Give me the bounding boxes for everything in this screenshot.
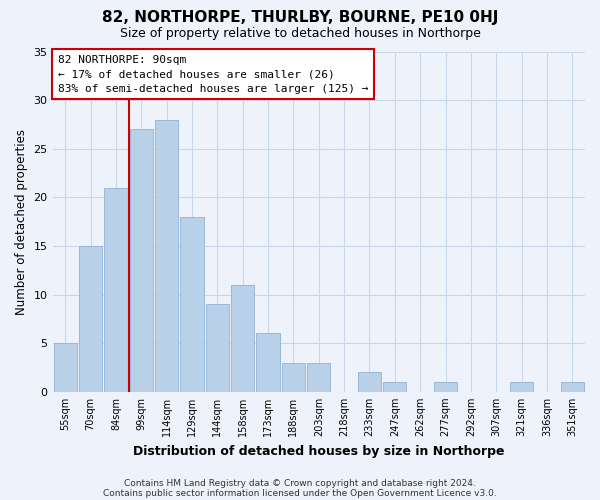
- Bar: [104, 188, 128, 392]
- Bar: [181, 217, 203, 392]
- Bar: [130, 130, 153, 392]
- Bar: [206, 304, 229, 392]
- Text: 82, NORTHORPE, THURLBY, BOURNE, PE10 0HJ: 82, NORTHORPE, THURLBY, BOURNE, PE10 0HJ: [102, 10, 498, 25]
- Bar: [79, 246, 102, 392]
- Y-axis label: Number of detached properties: Number of detached properties: [15, 128, 28, 314]
- Bar: [510, 382, 533, 392]
- Text: 82 NORTHORPE: 90sqm
← 17% of detached houses are smaller (26)
83% of semi-detach: 82 NORTHORPE: 90sqm ← 17% of detached ho…: [58, 55, 368, 94]
- Bar: [560, 382, 584, 392]
- Text: Contains HM Land Registry data © Crown copyright and database right 2024.: Contains HM Land Registry data © Crown c…: [124, 478, 476, 488]
- Bar: [383, 382, 406, 392]
- Bar: [434, 382, 457, 392]
- Bar: [231, 285, 254, 392]
- Text: Contains public sector information licensed under the Open Government Licence v3: Contains public sector information licen…: [103, 488, 497, 498]
- Bar: [53, 343, 77, 392]
- Bar: [358, 372, 381, 392]
- Bar: [307, 362, 331, 392]
- Bar: [256, 334, 280, 392]
- X-axis label: Distribution of detached houses by size in Northorpe: Distribution of detached houses by size …: [133, 444, 505, 458]
- Bar: [282, 362, 305, 392]
- Bar: [155, 120, 178, 392]
- Text: Size of property relative to detached houses in Northorpe: Size of property relative to detached ho…: [119, 28, 481, 40]
